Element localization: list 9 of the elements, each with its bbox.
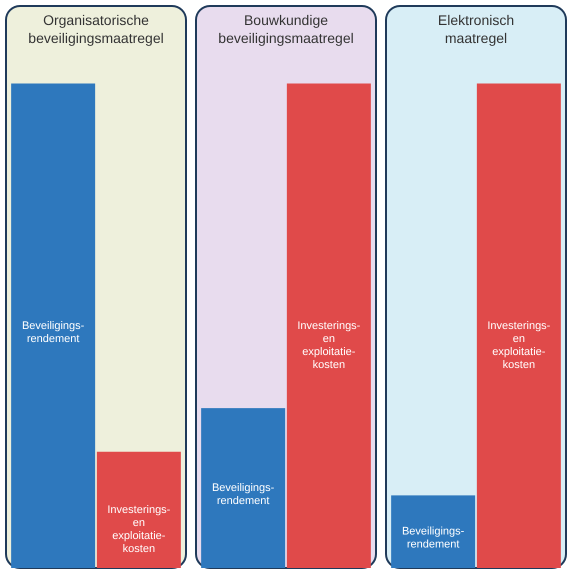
annotation: Investerings- en exploitatie- kosten (107, 504, 171, 555)
chart-title: Organisatorische beveiligingsmaatregel (28, 12, 164, 46)
annotation: Investerings- en exploitatie- kosten (297, 320, 361, 371)
annotation: Investerings- en exploitatie- kosten (487, 320, 551, 371)
annotation: Beveiligings- rendement (402, 526, 465, 551)
annotation: Beveiligings- rendement (22, 320, 85, 345)
annotation: Beveiligings- rendement (212, 482, 275, 508)
chart-title: Bouwkundige beveiligingsmaatregel (218, 12, 354, 46)
chart-title: Elektronisch maatregel (438, 12, 514, 46)
